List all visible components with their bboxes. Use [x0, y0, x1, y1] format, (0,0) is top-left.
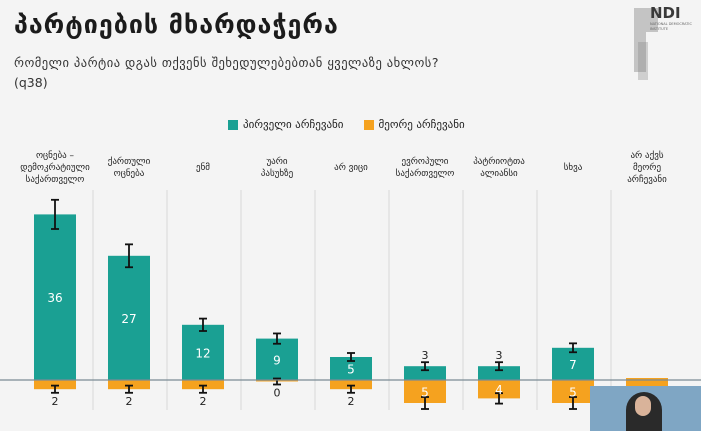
bar-second-choice: [552, 380, 594, 403]
bar-second-choice: [330, 380, 372, 390]
category-label: პატრიოტთა ალიანსი: [473, 156, 525, 179]
value-label-first: 27: [121, 312, 136, 326]
value-label-first: 7: [569, 358, 577, 372]
bar-second-choice: [182, 380, 224, 390]
bar-second-choice: [404, 380, 446, 403]
ndi-logo: [634, 8, 658, 80]
legend-label-second: მეორე არჩევანი: [378, 118, 465, 131]
value-label-first: 3: [422, 349, 429, 362]
chart-title: პარტიების მხარდაჭერა: [14, 10, 339, 39]
legend-swatch-first: [228, 119, 238, 130]
logo-subtext: NATIONAL DEMOCRATIC INSTITUTE: [650, 22, 692, 31]
bar-first-choice: [552, 347, 594, 380]
legend-item-first: პირველი არჩევანი: [228, 118, 344, 131]
presenter-video-inset: [590, 386, 701, 431]
bar-second-choice: [108, 380, 150, 390]
bar-first-choice: [478, 366, 520, 380]
category-label: სხვა: [564, 162, 583, 173]
chart-legend: პირველი არჩევანი მეორე არჩევანი: [228, 118, 485, 131]
bar-first-choice: [404, 366, 446, 380]
value-label-first: 12: [195, 346, 210, 360]
legend-swatch-second: [363, 119, 374, 130]
value-label-second: 5: [421, 386, 429, 400]
category-label: უარი პასუხზე: [261, 156, 294, 179]
category-label: ოცნება – დემოკრატიული საქართველო: [20, 150, 90, 185]
value-label-second: 2: [200, 395, 207, 408]
value-label-first: 36: [47, 291, 62, 305]
category-label: ენმ: [196, 162, 210, 173]
value-label-second: 0: [274, 387, 281, 400]
bar-first-choice: [182, 324, 224, 380]
category-label: არ ვიცი: [334, 162, 368, 173]
value-label-second: 5: [569, 386, 577, 400]
presenter-face: [635, 396, 651, 416]
value-label-second: 2: [52, 395, 59, 408]
category-label: ევროპული საქართველო: [396, 156, 455, 179]
chart-subtitle: რომელი პარტია დგას თქვენს შეხედულებებთან…: [14, 55, 439, 70]
value-label-first: 9: [273, 353, 281, 367]
question-code: (q38): [14, 75, 48, 90]
value-label-second: 2: [126, 395, 133, 408]
bar-first-choice: [330, 357, 372, 380]
bar-first-choice: [34, 214, 76, 380]
category-label: არ აქვს მეორე არჩევანი: [627, 150, 667, 185]
value-label-second: 4: [495, 383, 503, 397]
legend-item-second: მეორე არჩევანი: [363, 118, 465, 131]
bar-second-choice: [34, 380, 76, 390]
bar-first-choice: [256, 338, 298, 380]
bar-first-choice: [108, 255, 150, 380]
category-label: ქართული ოცნება: [108, 156, 151, 179]
logo-text: NDI: [650, 4, 681, 22]
value-label-first: 3: [496, 349, 503, 362]
value-label-first: 5: [347, 363, 355, 377]
bar-second-choice: [478, 380, 520, 399]
value-label-second: 2: [348, 395, 355, 408]
legend-label-first: პირველი არჩევანი: [243, 118, 344, 131]
